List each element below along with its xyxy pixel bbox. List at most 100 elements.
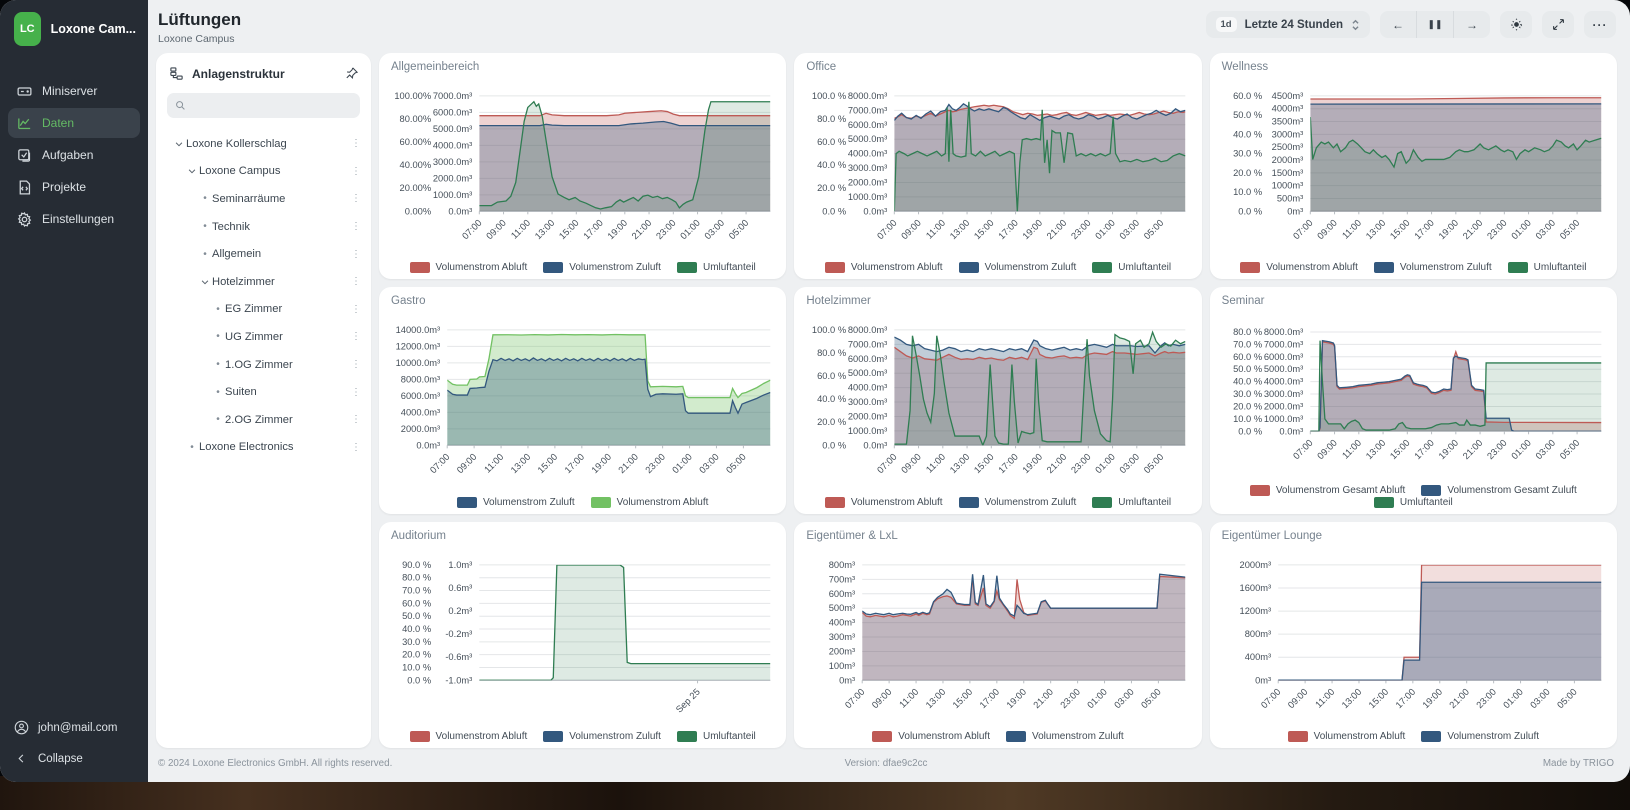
kebab-menu-icon[interactable]: ⋮ (351, 359, 361, 371)
axis-tick-label: 1000.0m³ (848, 426, 887, 436)
brand[interactable]: LC Loxone Cam... (0, 0, 148, 56)
tree-search-input[interactable] (192, 99, 352, 112)
more-options-button[interactable]: ··· (1584, 11, 1616, 38)
legend-item[interactable]: Volumenstrom Abluft (824, 496, 943, 508)
x-axis-tick-label: 01:00 (1509, 218, 1533, 242)
tree-item-ug-zimmer[interactable]: • UG Zimmer ⋮ (156, 323, 371, 351)
tree-item-technik[interactable]: • Technik ⋮ (156, 213, 371, 241)
tree-item-label: Technik (212, 220, 250, 233)
axis-tick-label: 4500m³ (1271, 91, 1303, 101)
chart-card-hotelzimmer: Hotelzimmer 100.0 % 80.0 % 60.0 % 40.0 % 20.0… (794, 287, 1202, 514)
axis-tick-label: 6000.0m³ (848, 354, 887, 364)
legend-item[interactable]: Volumenstrom Gesamt Zuluft (1421, 484, 1577, 496)
collapse-button[interactable]: Collapse (14, 751, 134, 766)
kebab-menu-icon[interactable]: ⋮ (351, 331, 361, 343)
tree-search[interactable] (167, 93, 360, 118)
pause-button[interactable]: ❚❚ (1416, 11, 1453, 38)
time-range-selector[interactable]: 1d Letzte 24 Stunden (1205, 11, 1370, 38)
settings-button[interactable] (1500, 11, 1532, 38)
kebab-menu-icon[interactable]: ⋮ (351, 221, 361, 233)
legend-item[interactable]: Umluftanteil (676, 262, 756, 274)
sidebar-item-einstellungen[interactable]: Einstellungen (8, 204, 140, 234)
legend-item[interactable]: Volumenstrom Zuluft (543, 730, 661, 742)
x-axis-tick-label: 01:00 (1086, 686, 1110, 710)
kebab-menu-icon[interactable]: ⋮ (351, 441, 361, 453)
axis-tick-label: 5000.0m³ (848, 134, 887, 144)
tree-item-allgemein[interactable]: • Allgemein ⋮ (156, 240, 371, 268)
fullscreen-button[interactable] (1542, 11, 1574, 38)
axis-tick-label: 8000.0m³ (848, 325, 887, 335)
tree-item-eg-zimmer[interactable]: • EG Zimmer ⋮ (156, 296, 371, 324)
legend-item[interactable]: Volumenstrom Zuluft (958, 496, 1076, 508)
tree-item-suiten[interactable]: • Suiten ⋮ (156, 378, 371, 406)
tree-item-1-og-zimmer[interactable]: • 1.OG Zimmer ⋮ (156, 351, 371, 379)
person-icon (14, 720, 29, 735)
legend-item[interactable]: Umluftanteil (1092, 262, 1171, 274)
axis-tick-label: 4000.0m³ (433, 140, 472, 150)
tree-item-label: 1.OG Zimmer (225, 358, 293, 371)
tree-item-loxone-campus[interactable]: Loxone Campus ⋮ (156, 158, 371, 186)
chevron-down-icon[interactable] (185, 166, 199, 176)
pin-icon[interactable] (344, 66, 359, 81)
legend-item[interactable]: Volumenstrom Abluft (824, 262, 943, 274)
tree-item-loxone-kollerschlag[interactable]: Loxone Kollerschlag ⋮ (156, 130, 371, 158)
tree-item-seminarräume[interactable]: • Seminarräume ⋮ (156, 185, 371, 213)
kebab-menu-icon[interactable]: ⋮ (351, 276, 361, 288)
kebab-menu-icon[interactable]: ⋮ (351, 138, 361, 150)
axis-tick-label: 2000.0m³ (848, 177, 887, 187)
kebab-menu-icon[interactable]: ⋮ (351, 193, 361, 205)
legend-item[interactable]: Umluftanteil (1373, 496, 1453, 508)
kebab-menu-icon[interactable]: ⋮ (351, 303, 361, 315)
legend-item[interactable]: Umluftanteil (676, 730, 756, 742)
legend-row: Volumenstrom Gesamt Abluft Volumenstrom G… (1220, 484, 1607, 496)
chevron-down-icon[interactable] (172, 139, 186, 149)
legend-item[interactable]: Volumenstrom Abluft (409, 730, 527, 742)
legend-item[interactable]: Volumenstrom Gesamt Abluft (1249, 484, 1405, 496)
axis-tick-label: 3000m³ (1271, 129, 1303, 139)
legend-item[interactable]: Volumenstrom Zuluft (958, 262, 1076, 274)
user-account-row[interactable]: john@mail.com (14, 720, 134, 735)
legend-item[interactable]: Volumenstrom Abluft (1240, 262, 1358, 274)
sidebar-item-miniserver[interactable]: Miniserver (8, 76, 140, 106)
x-axis-tick-label: 11:00 (1313, 686, 1336, 709)
legend-item[interactable]: Umluftanteil (1092, 496, 1171, 508)
prev-range-button[interactable]: ← (1380, 11, 1416, 38)
range-badge: 1d (1215, 17, 1237, 32)
sidebar-item-projekte[interactable]: Projekte (8, 172, 140, 202)
tree-item-hotelzimmer[interactable]: Hotelzimmer ⋮ (156, 268, 371, 296)
legend-item[interactable]: Volumenstrom Zuluft (1005, 730, 1124, 742)
legend-item[interactable]: Volumenstrom Zuluft (456, 496, 575, 508)
legend-item[interactable]: Volumenstrom Zuluft (543, 262, 661, 274)
tree-item-2-og-zimmer[interactable]: • 2.OG Zimmer ⋮ (156, 406, 371, 434)
check-icon (16, 147, 33, 164)
sidebar-item-daten[interactable]: Daten (8, 108, 140, 138)
legend-item[interactable]: Volumenstrom Abluft (1287, 730, 1405, 742)
legend-label: Volumenstrom Abluft (1266, 262, 1358, 274)
legend-item[interactable]: Umluftanteil (1507, 262, 1586, 274)
legend-item[interactable]: Volumenstrom Abluft (872, 730, 990, 742)
chevron-down-icon[interactable] (198, 277, 212, 287)
chart-legend: Volumenstrom Abluft Volumenstrom Zuluft Um… (1220, 262, 1607, 275)
axis-tick-label: 60.00% (400, 137, 432, 147)
legend-item[interactable]: Volumenstrom Zuluft (1373, 262, 1492, 274)
kebab-menu-icon[interactable]: ⋮ (351, 386, 361, 398)
axis-tick-label: 80.0 % (817, 114, 846, 124)
legend-swatch (1373, 262, 1394, 274)
chart-title: Auditorium (391, 529, 446, 542)
kebab-menu-icon[interactable]: ⋮ (351, 165, 361, 177)
series-area (479, 110, 771, 212)
sidebar-item-aufgaben[interactable]: Aufgaben (8, 140, 140, 170)
next-range-button[interactable]: → (1453, 11, 1490, 38)
kebab-menu-icon[interactable]: ⋮ (351, 248, 361, 260)
x-axis-tick-label: 09:00 (484, 218, 508, 242)
tree-item-loxone-electronics[interactable]: • Loxone Electronics ⋮ (156, 434, 371, 462)
axis-tick-label: 0.6m³ (448, 583, 472, 593)
axis-tick-label: 400m³ (829, 617, 855, 627)
x-axis-tick-label: 15:00 (1388, 438, 1412, 462)
legend-item[interactable]: Volumenstrom Abluft (590, 496, 708, 508)
legend-item[interactable]: Volumenstrom Zuluft (1421, 730, 1539, 742)
legend-item[interactable]: Volumenstrom Abluft (409, 262, 527, 274)
kebab-menu-icon[interactable]: ⋮ (351, 414, 361, 426)
axis-tick-label: 90.0 % (402, 560, 431, 570)
structure-panel-title: Anlagenstruktur (192, 66, 285, 81)
